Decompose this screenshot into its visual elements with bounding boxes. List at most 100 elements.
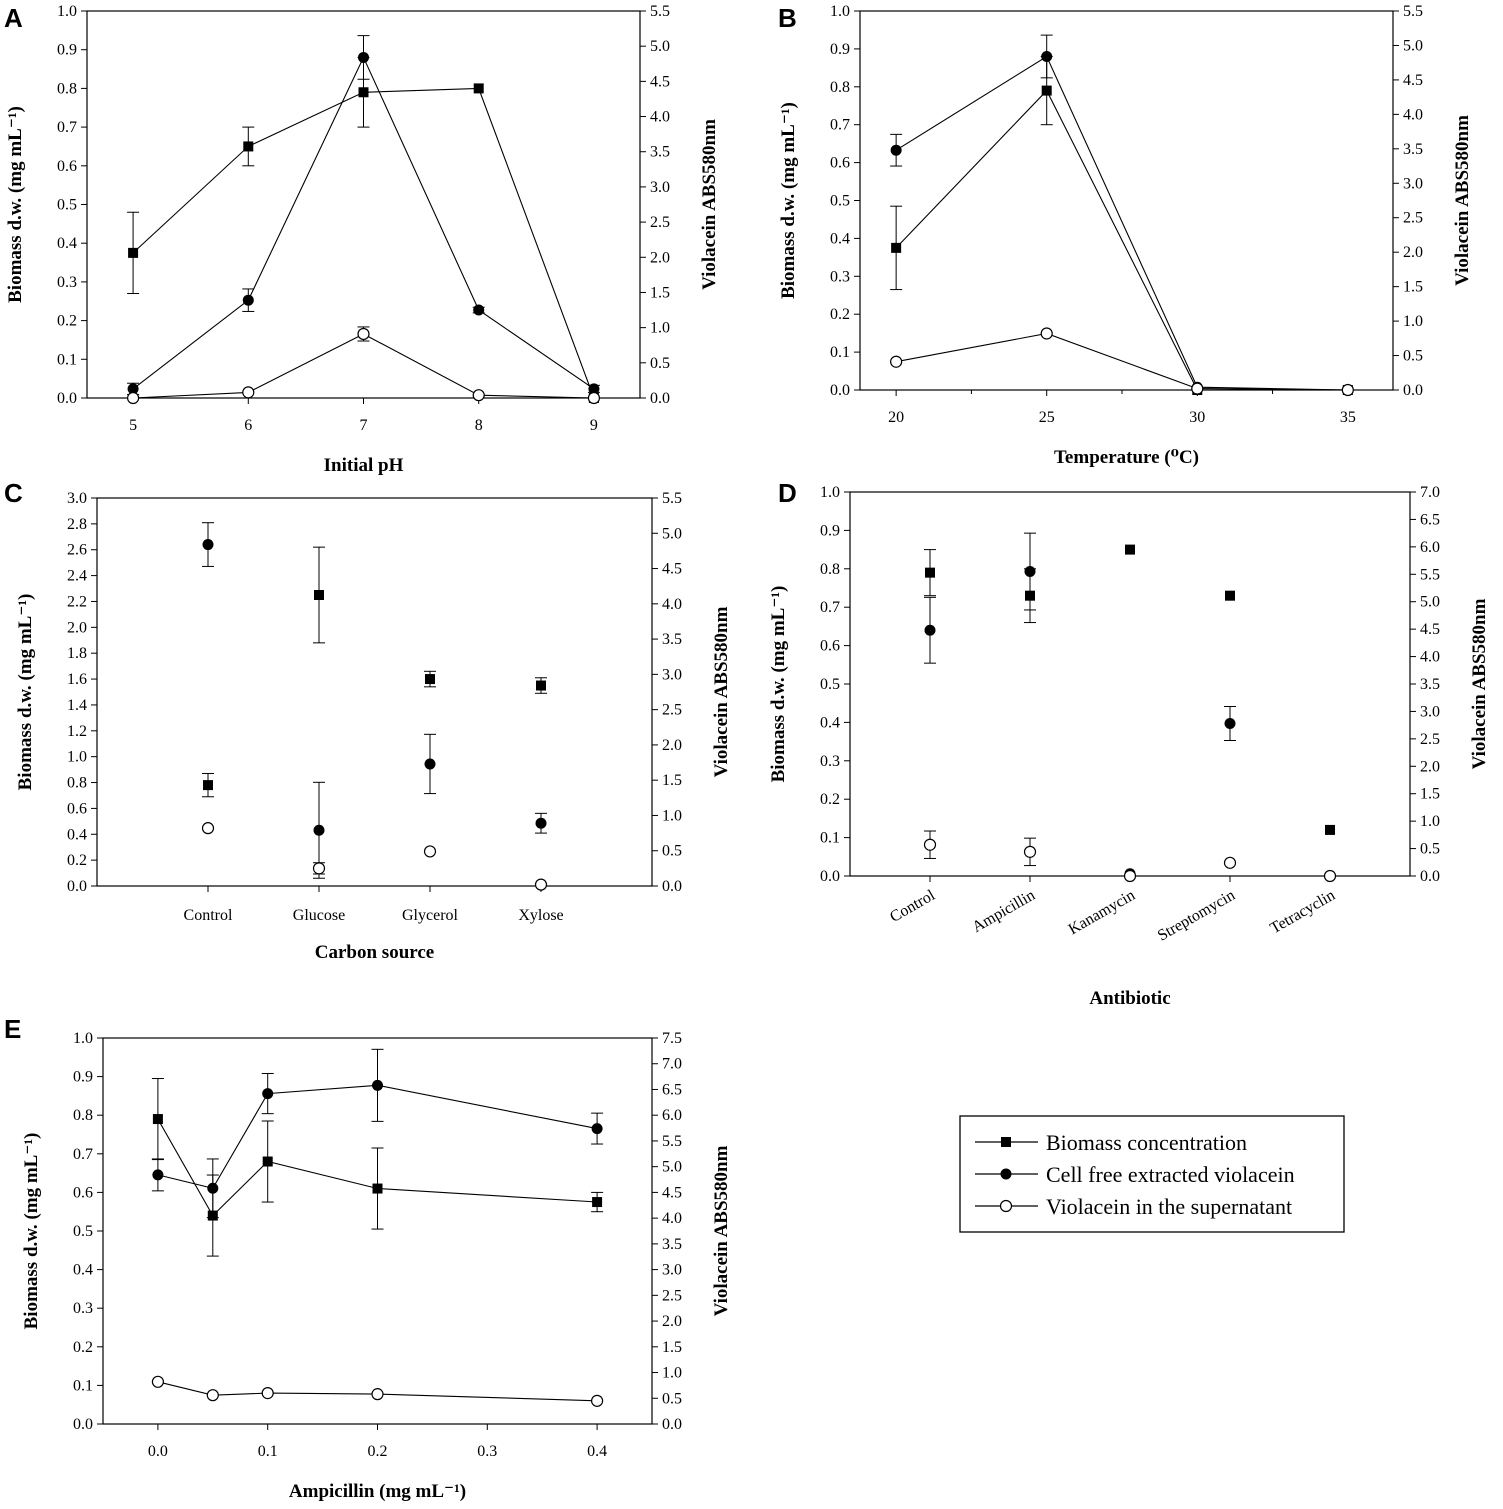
panel-label-a: A [4,3,23,33]
data-point-square [1325,824,1335,835]
y-tick-label: 2.4 [67,568,87,585]
data-point-filled-circle [890,144,902,156]
y2-tick-label: 1.0 [662,807,682,824]
y-tick-label: 2.0 [67,619,87,636]
data-point-open-circle [242,386,255,399]
data-point-square [262,1156,273,1167]
y-tick-label: 0.0 [830,382,850,399]
data-point-square [925,567,935,578]
y-tick-label: 0.2 [57,313,77,330]
x-tick-label: Glucose [293,907,345,924]
y2-tick-label: 3.5 [650,144,670,161]
data-point-filled-circle [207,1182,219,1194]
data-point-square [1125,544,1135,555]
x-tick-label: 30 [1189,409,1205,426]
y2-tick-label: 6.5 [662,1081,682,1098]
panel-d-chart: 0.0 0.1 0.2 0.3 0.4 0.5 0.6 0.7 0.8 0.9 1.0 0.0 0.5 1… [768,484,1490,1009]
x-tick-label: 25 [1039,409,1055,426]
y-tick-label: 0.0 [57,390,77,407]
y2-tick-label: 0.5 [650,355,670,372]
y-tick-label: 0.5 [830,193,850,210]
y2-tick-label: 1.0 [650,320,670,337]
panel-e-chart: 0.0 0.1 0.2 0.3 0.4 0.5 0.6 0.7 0.8 0.9 1.0 0.0 0.5 1… [21,1030,732,1502]
data-point-open-circle [1023,845,1037,858]
y2-tick-label: 2.0 [1403,244,1423,261]
data-point-open-circle [1223,856,1237,869]
data-point-open-circle [151,1375,164,1388]
y2-tick-label: 1.0 [1403,313,1423,330]
legend-filled-circle-marker [1000,1168,1012,1180]
y-tick-label: 0.8 [830,79,850,96]
series-line [132,87,595,399]
x-tick-label: 0.4 [587,1443,607,1460]
y-axis-title: Biomass d.w. (mg mL⁻¹) [768,586,789,783]
series-line [895,55,1348,391]
x-tick-label: Kanamycin [1066,887,1138,939]
y-tick-label: 0.5 [73,1223,93,1240]
data-point-filled-circle [591,1123,603,1135]
y-tick-label: 0.4 [73,1262,93,1279]
y-tick-label: 1.8 [67,645,87,662]
y-axis-title: Biomass d.w. (mg mL⁻¹) [5,106,26,303]
panel-c-chart: 0.0 0.2 0.4 0.6 0.8 1.0 1.2 1.4 1.6 1.8 2.0 2.2 2.4 2… [15,490,732,963]
y2-tick-label: 7.5 [662,1030,682,1047]
y2-tick-label: 4.5 [662,1184,682,1201]
data-point-square [425,674,435,685]
x-tick-label: Tetracyclin [1267,887,1338,938]
y-tick-label: 0.8 [57,80,77,97]
y2-tick-label: 5.5 [1420,566,1440,583]
x-tick-label: 8 [475,417,483,434]
y2-tick-label: 1.5 [662,1339,682,1356]
y2-tick-label: 2.0 [1420,758,1440,775]
x-tick-label: Xylose [518,907,563,924]
data-point-square [1225,590,1235,601]
y2-axis-title: Violacein ABS580nm [699,119,720,290]
panel-a-chart: 0.0 0.1 0.2 0.3 0.4 0.5 0.6 0.7 0.8 0.9 1.0 0.0 0.5 1… [5,3,720,476]
y-tick-label: 0.1 [830,344,850,361]
x-axis-title: Temperature (⁰C) [1054,447,1199,468]
y2-tick-label: 0.0 [650,390,670,407]
data-point-filled-circle [1041,50,1053,62]
x-axis-title: Ampicillin (mg mL⁻¹) [289,1481,466,1502]
x-tick-label: 9 [590,417,598,434]
x-tick-label: Control [184,907,233,924]
y2-tick-label: 6.5 [1420,511,1440,528]
y-tick-label: 1.0 [67,749,87,766]
y2-tick-label: 4.5 [1403,72,1423,89]
plot-frame [96,497,653,887]
data-point-open-circle [206,1389,219,1402]
data-point-square [592,1197,603,1208]
y-tick-label: 0.3 [57,274,77,291]
y-tick-label: 0.7 [57,119,77,136]
y2-tick-label: 1.5 [650,284,670,301]
y2-tick-label: 2.5 [1403,210,1423,227]
legend-label-biomass: Biomass concentration [1046,1130,1247,1155]
y-tick-label: 1.0 [57,3,77,20]
y-tick-label: 0.9 [57,42,77,59]
data-point-square [372,1183,383,1194]
y2-tick-label: 0.5 [1420,841,1440,858]
y-tick-label: 0.4 [820,714,840,731]
x-tick-label: Ampicillin [969,887,1038,936]
y-tick-label: 0.0 [67,878,87,895]
y-tick-label: 0.6 [67,800,87,817]
data-point-filled-circle [127,383,139,395]
y-tick-label: 0.3 [830,268,850,285]
data-point-filled-circle [202,539,214,551]
y-tick-label: 0.6 [820,638,840,655]
data-point-square [891,242,902,253]
y-tick-label: 0.2 [67,852,87,869]
y2-tick-label: 5.5 [662,1133,682,1150]
x-tick-label: 0.3 [477,1443,497,1460]
y2-axis-title: Violacein ABS580nm [1452,115,1473,286]
x-tick-label: 5 [129,417,137,434]
y2-axis-title: Violacein ABS580nm [711,1145,732,1316]
y-tick-label: 2.2 [67,593,87,610]
y-tick-label: 0.4 [830,230,850,247]
y2-tick-label: 2.5 [650,214,670,231]
y-tick-label: 0.8 [73,1107,93,1124]
y-tick-label: 0.2 [73,1339,93,1356]
series-line [895,89,1348,391]
y-tick-label: 3.0 [67,490,87,507]
y2-tick-label: 0.0 [662,878,682,895]
